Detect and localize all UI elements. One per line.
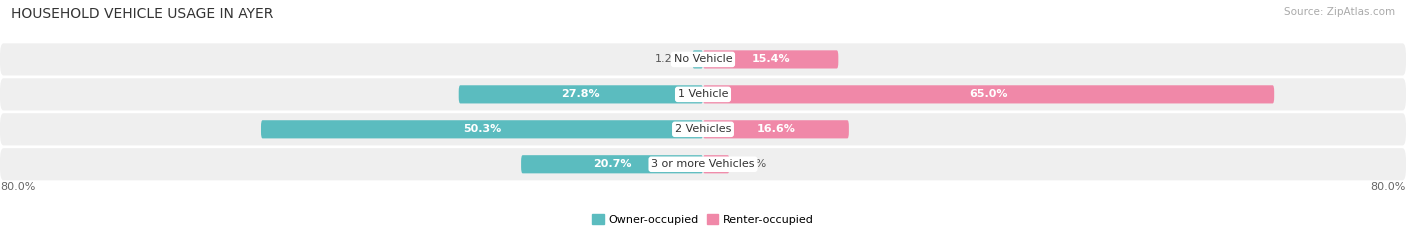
- FancyBboxPatch shape: [262, 120, 703, 138]
- Text: 1.2%: 1.2%: [655, 55, 683, 64]
- FancyBboxPatch shape: [703, 50, 838, 69]
- Text: 80.0%: 80.0%: [0, 182, 35, 192]
- Text: 3 or more Vehicles: 3 or more Vehicles: [651, 159, 755, 169]
- FancyBboxPatch shape: [458, 85, 703, 103]
- Text: No Vehicle: No Vehicle: [673, 55, 733, 64]
- Text: 65.0%: 65.0%: [969, 89, 1008, 99]
- Text: 2 Vehicles: 2 Vehicles: [675, 124, 731, 134]
- Text: 80.0%: 80.0%: [1371, 182, 1406, 192]
- FancyBboxPatch shape: [522, 155, 703, 173]
- Text: 1 Vehicle: 1 Vehicle: [678, 89, 728, 99]
- Text: 50.3%: 50.3%: [463, 124, 501, 134]
- Text: Source: ZipAtlas.com: Source: ZipAtlas.com: [1284, 7, 1395, 17]
- FancyBboxPatch shape: [703, 120, 849, 138]
- FancyBboxPatch shape: [0, 78, 1406, 110]
- FancyBboxPatch shape: [0, 113, 1406, 145]
- Legend: Owner-occupied, Renter-occupied: Owner-occupied, Renter-occupied: [588, 210, 818, 229]
- Text: 15.4%: 15.4%: [751, 55, 790, 64]
- Text: 3.0%: 3.0%: [738, 159, 766, 169]
- Text: 20.7%: 20.7%: [593, 159, 631, 169]
- FancyBboxPatch shape: [703, 155, 730, 173]
- FancyBboxPatch shape: [0, 43, 1406, 75]
- FancyBboxPatch shape: [693, 50, 703, 69]
- Text: 16.6%: 16.6%: [756, 124, 796, 134]
- FancyBboxPatch shape: [703, 85, 1274, 103]
- Text: HOUSEHOLD VEHICLE USAGE IN AYER: HOUSEHOLD VEHICLE USAGE IN AYER: [11, 7, 274, 21]
- Text: 27.8%: 27.8%: [561, 89, 600, 99]
- FancyBboxPatch shape: [0, 148, 1406, 180]
